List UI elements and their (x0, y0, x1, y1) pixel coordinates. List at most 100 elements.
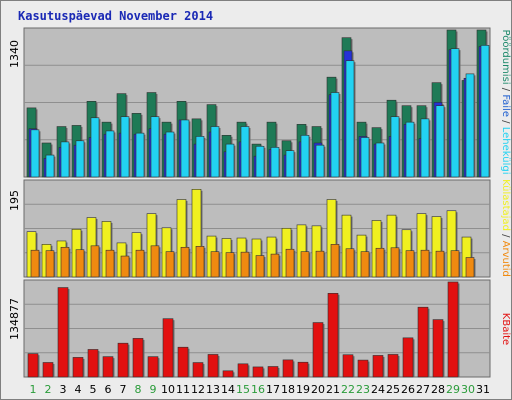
day-label-19: 19 (296, 383, 310, 396)
kbytes-bar-day-16 (252, 366, 264, 378)
day-label-31: 31 (476, 383, 490, 396)
hosts-bar-day-9 (150, 245, 160, 278)
day-label-6: 6 (105, 383, 112, 396)
files-bar-day-31 (480, 45, 490, 178)
files-bar-day-3 (60, 141, 70, 178)
files-bar-day-28 (435, 105, 445, 178)
day-label-22: 22 (341, 383, 355, 396)
day-label-17: 17 (266, 383, 280, 396)
kbytes-bar-day-24 (372, 355, 384, 378)
files-bar-day-26 (405, 121, 415, 178)
hosts-bar-day-23 (360, 251, 370, 278)
files-bar-day-29 (450, 48, 460, 178)
day-label-13: 13 (206, 383, 220, 396)
kbytes-bar-day-18 (282, 359, 294, 378)
files-bar-day-11 (180, 119, 190, 178)
kbytes-bar-day-19 (297, 361, 309, 378)
files-bar-day-13 (210, 126, 220, 178)
day-label-29: 29 (446, 383, 460, 396)
hosts-bar-day-5 (90, 245, 100, 278)
files-bar-day-5 (90, 117, 100, 178)
kbytes-bar-day-22 (342, 354, 354, 378)
hosts-bar-day-28 (435, 250, 445, 278)
day-label-27: 27 (416, 383, 430, 396)
day-label-24: 24 (371, 383, 385, 396)
kbytes-bar-day-27 (417, 306, 429, 378)
files-bar-day-1 (30, 129, 40, 178)
kbytes-bar-day-6 (102, 356, 114, 378)
hosts-bar-day-2 (45, 250, 55, 278)
files-bar-day-8 (135, 132, 145, 178)
day-label-1: 1 (30, 383, 37, 396)
hosts-bar-day-20 (315, 250, 325, 278)
files-bar-day-21 (330, 92, 340, 178)
kbytes-bar-day-17 (267, 366, 279, 378)
files-bar-day-6 (105, 130, 115, 178)
hosts-bar-day-25 (390, 247, 400, 278)
hosts-bar-day-11 (180, 246, 190, 278)
kbytes-bar-day-12 (192, 362, 204, 378)
kbytes-bar-day-21 (327, 293, 339, 378)
files-bar-day-25 (390, 116, 400, 178)
hosts-bar-day-1 (30, 249, 40, 278)
day-label-11: 11 (176, 383, 190, 396)
kbytes-bar-day-2 (42, 362, 54, 378)
legend-panel-1-3: Lehekülgi (500, 127, 511, 175)
hosts-bar-day-24 (375, 247, 385, 278)
day-label-30: 30 (461, 383, 475, 396)
hosts-bar-day-30 (465, 257, 475, 278)
day-label-5: 5 (90, 383, 97, 396)
hosts-bar-day-18 (285, 248, 295, 278)
kbytes-bar-day-5 (87, 349, 99, 378)
hosts-bar-day-6 (105, 249, 115, 278)
hosts-bar-day-7 (120, 255, 130, 278)
kbytes-bar-day-23 (357, 359, 369, 378)
day-label-21: 21 (326, 383, 340, 396)
hosts-bar-day-22 (345, 248, 355, 278)
legend-panel-1-1: Pöördumisi (500, 30, 511, 85)
kbytes-bar-day-29 (447, 281, 459, 378)
files-bar-day-2 (45, 154, 55, 178)
hosts-bar-day-15 (240, 251, 250, 278)
day-label-26: 26 (401, 383, 415, 396)
legend-panel-3: KBaite (500, 313, 511, 345)
files-bar-day-7 (120, 116, 130, 178)
legend-panel-2-1: Külastajad (500, 179, 511, 231)
files-bar-day-16 (255, 145, 265, 178)
day-label-23: 23 (356, 383, 370, 396)
day-label-18: 18 (281, 383, 295, 396)
files-bar-day-9 (150, 116, 160, 178)
legend-panel-3-1: KBaite (500, 313, 511, 345)
kbytes-bar-day-10 (162, 318, 174, 378)
day-label-28: 28 (431, 383, 445, 396)
kbytes-bar-day-26 (402, 337, 414, 378)
kbytes-bar-day-25 (387, 354, 399, 378)
files-bar-day-23 (360, 137, 370, 178)
day-label-12: 12 (191, 383, 205, 396)
kbytes-bar-day-4 (72, 357, 84, 378)
legend-panel-1: Pöördumisi / Faile / Lehekülgi (500, 30, 511, 175)
day-label-16: 16 (251, 383, 265, 396)
kbytes-bar-day-28 (432, 319, 444, 378)
files-bar-day-19 (300, 135, 310, 178)
panel-2-max-tick-label: 195 (8, 190, 21, 211)
kbytes-bar-day-20 (312, 322, 324, 378)
hosts-bar-day-26 (405, 250, 415, 278)
panel-1-max-tick-label: 1340 (8, 40, 21, 68)
hosts-bar-day-27 (420, 249, 430, 278)
day-label-9: 9 (150, 383, 157, 396)
files-bar-day-12 (195, 136, 205, 178)
files-bar-day-30 (465, 73, 475, 178)
legend-panel-1-separator-1: / (500, 85, 511, 95)
legend-panel-1-separator-2: / (500, 117, 511, 127)
kbytes-bar-day-1 (27, 353, 39, 378)
files-bar-day-14 (225, 143, 235, 178)
chart-title: Kasutuspäevad November 2014 (18, 9, 214, 23)
files-bar-day-27 (420, 118, 430, 178)
day-label-20: 20 (311, 383, 325, 396)
files-bar-day-22 (345, 60, 355, 178)
hosts-bar-day-13 (210, 251, 220, 278)
hosts-bar-day-17 (270, 253, 280, 278)
files-bar-day-20 (315, 144, 325, 178)
files-bar-day-10 (165, 131, 175, 178)
